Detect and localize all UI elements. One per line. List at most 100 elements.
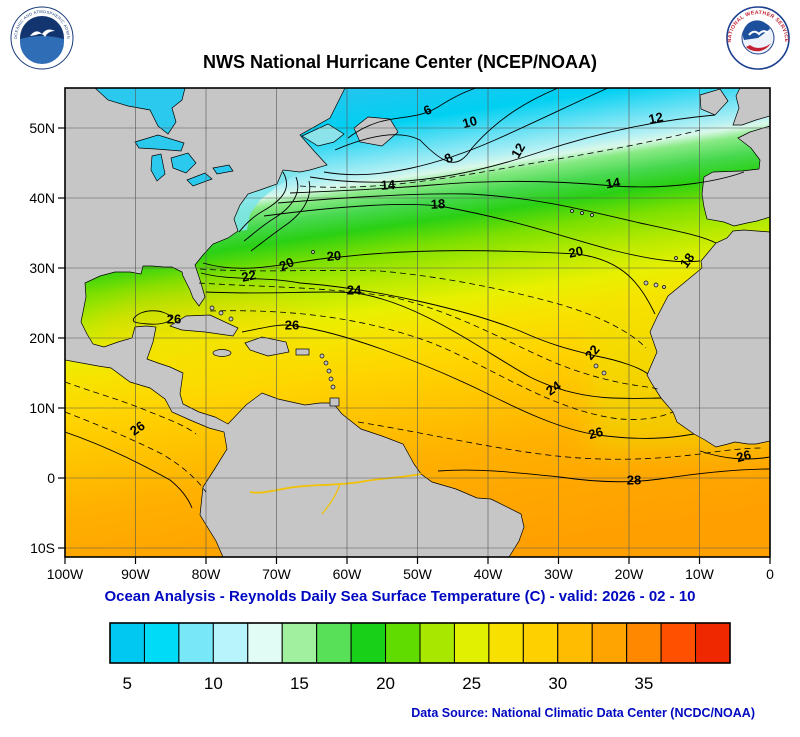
- river-branch: [321, 483, 341, 515]
- lakes-and-bays: [94, 87, 345, 187]
- colorbar-tick: 35: [634, 674, 653, 693]
- isotherm-20: [202, 250, 656, 315]
- isotherm-28: [437, 468, 770, 483]
- island-trinidad: [329, 397, 340, 407]
- landmass-newfoundland: [353, 116, 399, 147]
- nws-emblem-swoosh: [746, 43, 771, 52]
- colorbar-cell: [247, 622, 283, 664]
- gulf-stream-front: [250, 180, 311, 252]
- contour-label: 26: [587, 424, 605, 442]
- contour-label: 26: [735, 447, 753, 465]
- contour-label: 14: [605, 174, 622, 191]
- contour-label: 12: [647, 109, 664, 127]
- colorbar-cell: [350, 622, 387, 664]
- colorbar-cell: [660, 622, 697, 664]
- x-axis-label: 20W: [615, 566, 645, 580]
- contour-label: 14: [380, 177, 396, 193]
- colorbar-cell: [316, 622, 352, 664]
- landmass-france-iberia: [701, 125, 771, 227]
- colorbar-tick-labels: 5 10 15 20 25 30 35: [122, 674, 653, 693]
- x-axis-label: 30W: [544, 566, 574, 580]
- island-azores: [570, 209, 574, 213]
- noaa-logo: NATIONAL OCEANIC AND ATMOSPHERIC ADMINIS…: [10, 6, 74, 70]
- island-canary: [662, 285, 666, 289]
- landmass-americas: [64, 87, 525, 558]
- island: [328, 376, 334, 382]
- x-axis-label: 100W: [47, 566, 84, 580]
- island: [319, 353, 325, 359]
- colorbar-tick: 10: [204, 674, 223, 693]
- lake-ontario: [212, 164, 234, 175]
- contour-label: 22: [240, 267, 257, 285]
- colorbar-cells: [109, 622, 731, 664]
- sst-map: 6 10 8 12 12 14 14 18 18 20 20 20 22 22 …: [29, 87, 774, 580]
- y-axis-label: 10N: [29, 400, 55, 416]
- island: [326, 368, 332, 374]
- isotherm-26-gulf-loop: [132, 310, 172, 325]
- contour-label: 26: [167, 311, 181, 326]
- x-axis-label: 90W: [121, 566, 151, 580]
- x-axis-label: 0: [766, 566, 774, 580]
- island-bermuda: [311, 250, 315, 254]
- island-jamaica: [212, 349, 232, 357]
- contour-label: 24: [347, 282, 362, 297]
- island-cuba: [169, 314, 239, 337]
- isotherm-pacific-dashed: [65, 411, 207, 493]
- isotherm-18: [263, 203, 701, 263]
- island: [330, 384, 336, 390]
- x-axis-label: 70W: [262, 566, 292, 580]
- colorbar-cell: [419, 622, 455, 664]
- x-axis-label: 50W: [403, 566, 433, 580]
- lake-michigan: [150, 153, 166, 182]
- contour-label: 20: [567, 243, 584, 261]
- island-canary: [653, 282, 659, 288]
- isotherm-contours: [65, 88, 770, 509]
- contour-label: 28: [627, 472, 641, 487]
- nws-logo: NATIONAL WEATHER SERVICE NOAA: [726, 6, 790, 70]
- isotherm-21-dashed: [199, 268, 647, 349]
- x-axis-label: 40W: [474, 566, 504, 580]
- x-axis-label: 60W: [333, 566, 363, 580]
- isotherm-22: [200, 272, 649, 375]
- y-axis-labels: 50N 40N 30N 20N 10N 0 10S: [29, 120, 55, 556]
- contour-label: 26: [285, 317, 299, 332]
- island-puerto-rico: [295, 348, 310, 356]
- colorbar-cell: [695, 622, 731, 664]
- colorbar-cell: [109, 622, 145, 664]
- island-bahamas: [218, 310, 224, 316]
- colorbar-cell: [385, 622, 421, 664]
- contour-label: 12: [508, 140, 528, 160]
- colorbar-cell: [143, 622, 180, 664]
- isotherm-14: [289, 171, 745, 194]
- island-azores: [590, 213, 594, 217]
- gulf-stream-front: [243, 176, 299, 242]
- island-hispaniola: [244, 336, 290, 357]
- gulf-stream-front: [238, 171, 287, 233]
- colorbar-cell: [178, 622, 214, 664]
- colorbar-tick: 5: [122, 674, 131, 693]
- contour-label: 18: [430, 196, 445, 211]
- noaa-emblem-sea: [20, 36, 64, 64]
- colorbar-cell: [626, 622, 662, 664]
- colorbar-tick: 25: [462, 674, 481, 693]
- island-bahamas: [209, 305, 215, 311]
- isotherm-23-dashed: [198, 282, 661, 391]
- colorbar-cell: [453, 622, 490, 664]
- island-madeira: [674, 256, 678, 260]
- contour-label: 18: [677, 250, 698, 270]
- colorbar-cell: [522, 622, 559, 664]
- y-axis-label: 50N: [29, 120, 55, 136]
- isotherm-16: [277, 193, 717, 244]
- y-axis-label: 40N: [29, 190, 55, 206]
- colorbar-cell: [281, 622, 318, 664]
- colorbar-border: [109, 622, 731, 664]
- x-axis-label: 80W: [192, 566, 222, 580]
- colorbar-cell: [591, 622, 628, 664]
- temperature-colorbar: 5 10 15 20 25 30 35: [109, 622, 731, 693]
- colorbar-cell: [212, 622, 249, 664]
- y-axis-label: 0: [47, 470, 55, 486]
- colorbar-tick: 15: [290, 674, 309, 693]
- contour-label: 20: [326, 248, 342, 264]
- isotherm-24: [205, 291, 662, 399]
- isotherm-13-dashed: [299, 129, 701, 188]
